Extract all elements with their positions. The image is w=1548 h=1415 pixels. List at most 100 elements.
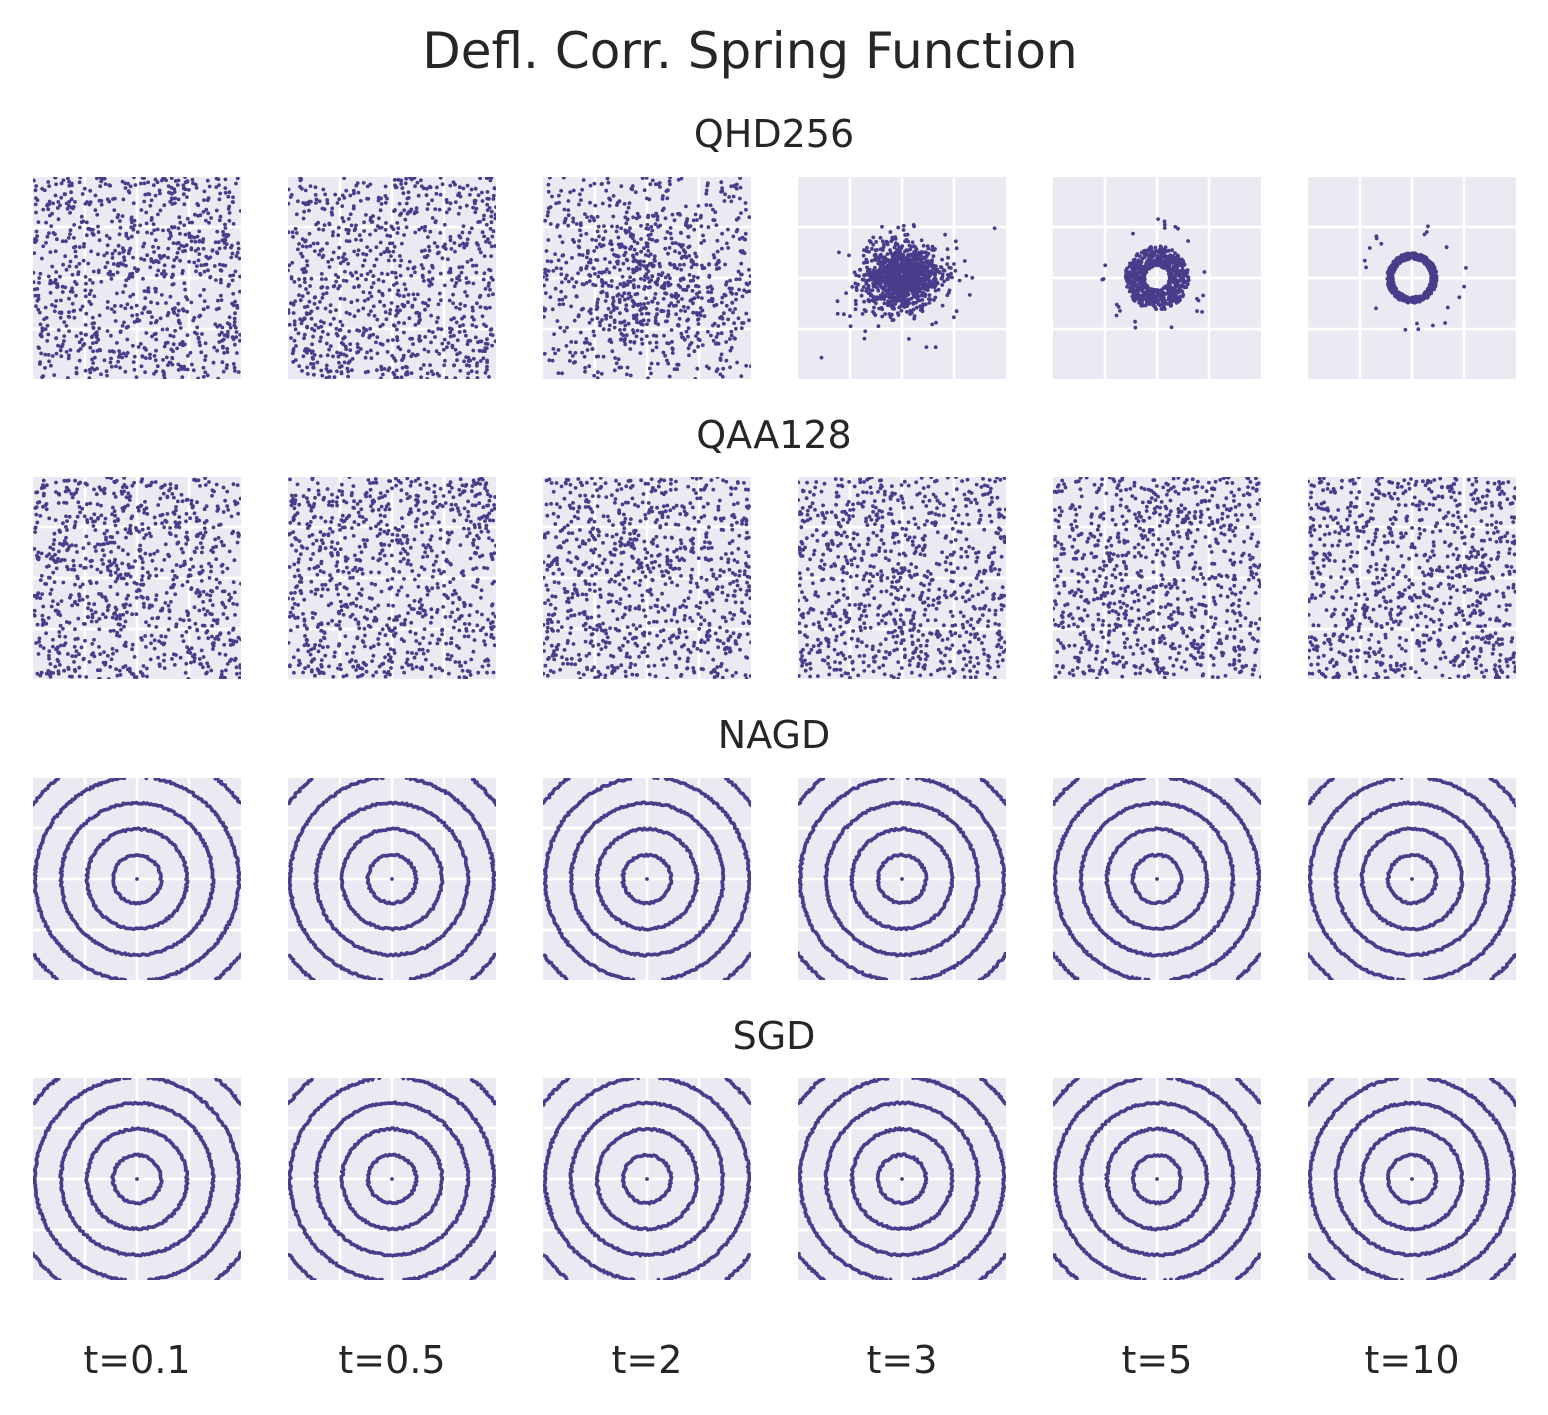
scatter-point [135, 317, 140, 322]
scatter-point [565, 273, 569, 278]
scatter-point [672, 367, 677, 372]
scatter-point [369, 309, 373, 313]
scatter-point [557, 302, 562, 307]
scatter-point [155, 227, 160, 232]
scatter-point [596, 354, 601, 359]
scatter-point [480, 314, 485, 319]
scatter-point [707, 262, 711, 266]
scatter-point [175, 241, 179, 246]
scatter-point [714, 262, 719, 267]
scatter-point [891, 258, 896, 263]
scatter-point [54, 270, 59, 274]
scatter-point [908, 247, 913, 252]
scatter-point [599, 371, 604, 376]
scatter-point [288, 322, 292, 327]
scatter-point [952, 262, 956, 266]
scatter-point [164, 301, 168, 305]
scatter-point [388, 241, 392, 246]
scatter-point [72, 315, 77, 320]
scatter-point [665, 358, 669, 363]
scatter-point [560, 297, 565, 302]
scatter-point [639, 224, 643, 228]
scatter-point [69, 197, 74, 202]
scatter-point [94, 331, 98, 335]
scatter-point [386, 368, 391, 373]
scatter-point [901, 228, 906, 232]
scatter-point [861, 253, 866, 258]
scatter-point [46, 180, 51, 184]
scatter-point [298, 317, 303, 322]
scatter-point [162, 203, 167, 208]
scatter-point [646, 301, 650, 305]
scatter-point [149, 257, 154, 261]
scatter-point [218, 191, 223, 196]
scatter-point [577, 202, 581, 207]
scatter-point [171, 272, 175, 277]
scatter-point [571, 237, 575, 242]
scatter-point [866, 267, 870, 272]
scatter-point [623, 342, 628, 347]
scatter-point [196, 258, 201, 263]
scatter-point [886, 267, 891, 272]
scatter-point [181, 268, 185, 273]
scatter-point [584, 231, 589, 236]
scatter-point [70, 301, 75, 306]
scatter-point [940, 274, 945, 279]
scatter-point [329, 210, 334, 215]
scatter-point [652, 257, 657, 262]
scatter-point [670, 340, 674, 344]
scatter-point [225, 346, 230, 351]
scatter-point [407, 316, 412, 321]
scatter-point [732, 321, 736, 326]
scatter-point [475, 301, 479, 306]
scatter-point [140, 311, 144, 315]
scatter-point [554, 201, 558, 206]
scatter-point [546, 189, 551, 194]
scatter-point [223, 245, 228, 250]
scatter-point [913, 250, 918, 255]
scatter-point [123, 369, 128, 374]
scatter-point [357, 233, 362, 238]
scatter-point [193, 239, 198, 244]
scatter-point [37, 280, 41, 285]
scatter-point [207, 184, 212, 189]
scatter-point [334, 308, 338, 312]
scatter-point [728, 348, 733, 353]
scatter-point [359, 273, 364, 278]
scatter-point [716, 331, 720, 336]
scatter-point [671, 304, 676, 308]
scatter-point [193, 182, 198, 187]
scatter-point [185, 216, 190, 221]
scatter-point [641, 318, 646, 323]
scatter-point [482, 254, 487, 258]
scatter-point [1159, 290, 1163, 294]
scatter-point [934, 320, 938, 325]
scatter-point [729, 199, 734, 204]
scatter-point [447, 298, 452, 303]
scatter-point [608, 260, 612, 265]
scatter-point [599, 278, 604, 282]
scatter-point [387, 288, 392, 292]
scatter-point [603, 229, 608, 234]
scatter-point [210, 248, 215, 252]
scatter-point [162, 269, 166, 273]
scatter-point [1142, 254, 1147, 259]
scatter-point [598, 323, 602, 328]
scatter-point [644, 306, 648, 311]
scatter-point [113, 319, 118, 323]
scatter-point [871, 294, 876, 299]
scatter-point [361, 252, 365, 256]
scatter-point [380, 372, 385, 377]
scatter-point [457, 278, 462, 282]
scatter-point [622, 291, 627, 296]
scatter-point [910, 278, 915, 283]
scatter-point [177, 246, 182, 251]
scatter-point [429, 313, 433, 318]
scatter-point [182, 223, 187, 228]
scatter-point [133, 183, 138, 187]
scatter-point [337, 328, 342, 333]
scatter-point [95, 212, 100, 217]
scatter-point [357, 283, 361, 288]
scatter-point [199, 263, 204, 268]
scatter-point [201, 240, 205, 244]
